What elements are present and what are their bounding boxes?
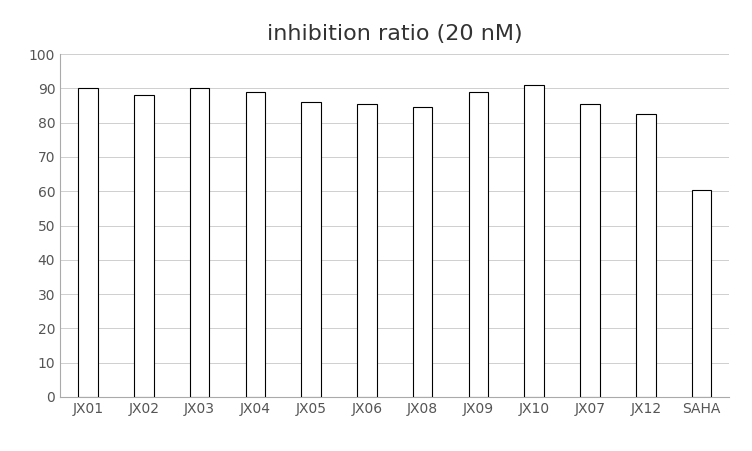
Bar — [302, 102, 321, 397]
Bar — [413, 107, 432, 397]
Bar — [246, 92, 265, 397]
Bar — [190, 88, 209, 397]
Title: inhibition ratio (20 nM): inhibition ratio (20 nM) — [267, 24, 523, 44]
Bar — [468, 92, 488, 397]
Bar — [636, 114, 656, 397]
Bar — [581, 104, 600, 397]
Bar — [357, 104, 377, 397]
Bar — [78, 88, 98, 397]
Bar — [524, 85, 544, 397]
Bar — [692, 189, 711, 397]
Bar — [134, 95, 153, 397]
